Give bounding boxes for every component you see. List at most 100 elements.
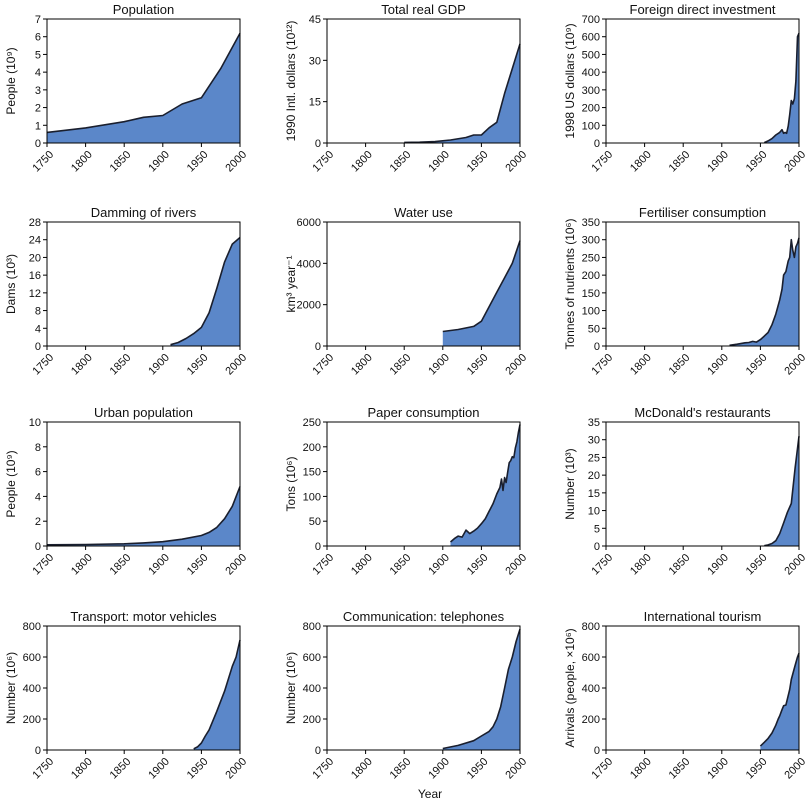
y-tick-label: 8 [35, 306, 41, 318]
x-tick-label: 2000 [223, 756, 249, 782]
series-line [759, 652, 800, 747]
x-tick-label: 1950 [744, 352, 770, 378]
x-tick-label: 2000 [782, 149, 808, 175]
x-tick-label: 1750 [310, 756, 336, 782]
y-tick-label: 25 [588, 452, 600, 464]
series-line [763, 32, 800, 144]
series-line [442, 628, 521, 750]
x-tick-label: 1800 [628, 352, 654, 378]
x-tick-label: 1850 [667, 552, 693, 578]
chart-panel-10: Transport: motor vehicles 0 200 400 600 800 17… [4, 609, 249, 782]
y-axis-label: Number (10⁶) [4, 652, 18, 724]
chart-title: Communication: telephones [343, 609, 505, 624]
x-tick-label: 1850 [108, 352, 134, 378]
plot-frame [605, 625, 800, 751]
y-axis-label: People (10⁹) [4, 47, 18, 114]
x-tick-label: 2000 [782, 756, 808, 782]
chart-panel-8: Paper consumption 0 50 100 150 200 250 1750 1800… [284, 405, 529, 578]
y-tick-label: 4 [35, 323, 41, 335]
area-fill [450, 424, 520, 546]
series-line [170, 236, 241, 346]
x-tick-label: 1950 [465, 756, 491, 782]
y-tick-label: 50 [309, 516, 321, 528]
y-axis-label: Number (10³) [563, 448, 577, 519]
x-tick-label: 2000 [782, 352, 808, 378]
chart-title: International tourism [644, 609, 762, 624]
x-tick-label: 1850 [667, 149, 693, 175]
x-axis-label: Year [418, 787, 442, 801]
area-fill [170, 237, 240, 346]
y-tick-label: 15 [309, 97, 321, 109]
plot-frame [326, 421, 521, 547]
y-tick-label: 100 [582, 306, 600, 318]
chart-title: Fertiliser consumption [639, 205, 766, 220]
x-tick-label: 2000 [503, 149, 529, 175]
x-tick-label: 1950 [465, 149, 491, 175]
x-tick-label: 1750 [30, 756, 56, 782]
x-tick-label: 2000 [223, 352, 249, 378]
y-tick-label: 10 [29, 417, 41, 429]
chart-title: Transport: motor vehicles [70, 609, 217, 624]
chart-title: McDonald's restaurants [634, 405, 771, 420]
chart-panel-9: McDonald's restaurants 0 5 10 15 20 25 30 35 1750… [563, 405, 808, 578]
x-tick-label: 1900 [426, 756, 452, 782]
x-tick-label: 1900 [426, 552, 452, 578]
x-tick-label: 1950 [185, 756, 211, 782]
area-fill [193, 640, 240, 750]
x-tick-label: 2000 [223, 149, 249, 175]
area-fill [764, 33, 799, 144]
y-tick-label: 600 [582, 32, 600, 44]
x-tick-label: 1800 [349, 756, 375, 782]
y-tick-label: 3 [35, 85, 41, 97]
y-tick-label: 200 [303, 442, 321, 454]
y-tick-label: 100 [303, 491, 321, 503]
series-line [449, 424, 521, 543]
x-tick-label: 1950 [465, 352, 491, 378]
series-line [729, 237, 800, 347]
y-axis-label: 1998 US dollars (10⁹) [563, 23, 577, 138]
x-tick-label: 1800 [69, 149, 95, 175]
y-tick-label: 350 [582, 217, 600, 229]
area-fill [442, 240, 520, 346]
y-tick-label: 50 [588, 323, 600, 335]
series-line [404, 43, 521, 144]
y-tick-label: 600 [582, 652, 600, 664]
x-tick-label: 1850 [388, 352, 414, 378]
x-tick-label: 1900 [146, 149, 172, 175]
x-tick-label: 2000 [503, 352, 529, 378]
x-tick-label: 1850 [667, 756, 693, 782]
y-tick-label: 100 [582, 120, 600, 132]
y-tick-label: 400 [303, 683, 321, 695]
y-axis-label: Tonnes of nutrients (10⁶) [563, 218, 577, 349]
y-tick-label: 0 [594, 341, 600, 353]
area-fill [404, 43, 520, 143]
plot-frame [326, 221, 521, 347]
x-tick-label: 1850 [388, 756, 414, 782]
y-tick-label: 35 [588, 417, 600, 429]
chart-panel-2: Total real GDP 0 15 30 45 1750 1800 1850 1900 195… [284, 2, 529, 175]
chart-panel-7: Urban population 0 2 4 6 8 10 1750 1800 1850 1900 1… [4, 405, 249, 578]
plot-frame [46, 18, 241, 144]
y-tick-label: 2 [35, 516, 41, 528]
y-tick-label: 800 [303, 621, 321, 633]
y-tick-label: 200 [582, 103, 600, 115]
plot-frame [605, 421, 800, 547]
y-tick-label: 700 [582, 14, 600, 26]
series-line [46, 486, 241, 546]
y-tick-label: 28 [29, 217, 41, 229]
x-tick-label: 1900 [705, 552, 731, 578]
y-tick-label: 0 [35, 341, 41, 353]
plot-frame [46, 421, 241, 547]
y-axis-label: km³ year⁻¹ [284, 255, 298, 312]
x-tick-label: 1800 [69, 552, 95, 578]
x-tick-label: 2000 [503, 756, 529, 782]
x-tick-label: 1900 [146, 756, 172, 782]
y-tick-label: 7 [35, 14, 41, 26]
x-tick-label: 1900 [705, 352, 731, 378]
y-tick-label: 800 [23, 621, 41, 633]
y-tick-label: 150 [303, 467, 321, 479]
y-tick-label: 10 [588, 506, 600, 518]
x-tick-label: 1850 [388, 552, 414, 578]
x-tick-label: 1900 [705, 756, 731, 782]
x-tick-label: 1900 [146, 352, 172, 378]
